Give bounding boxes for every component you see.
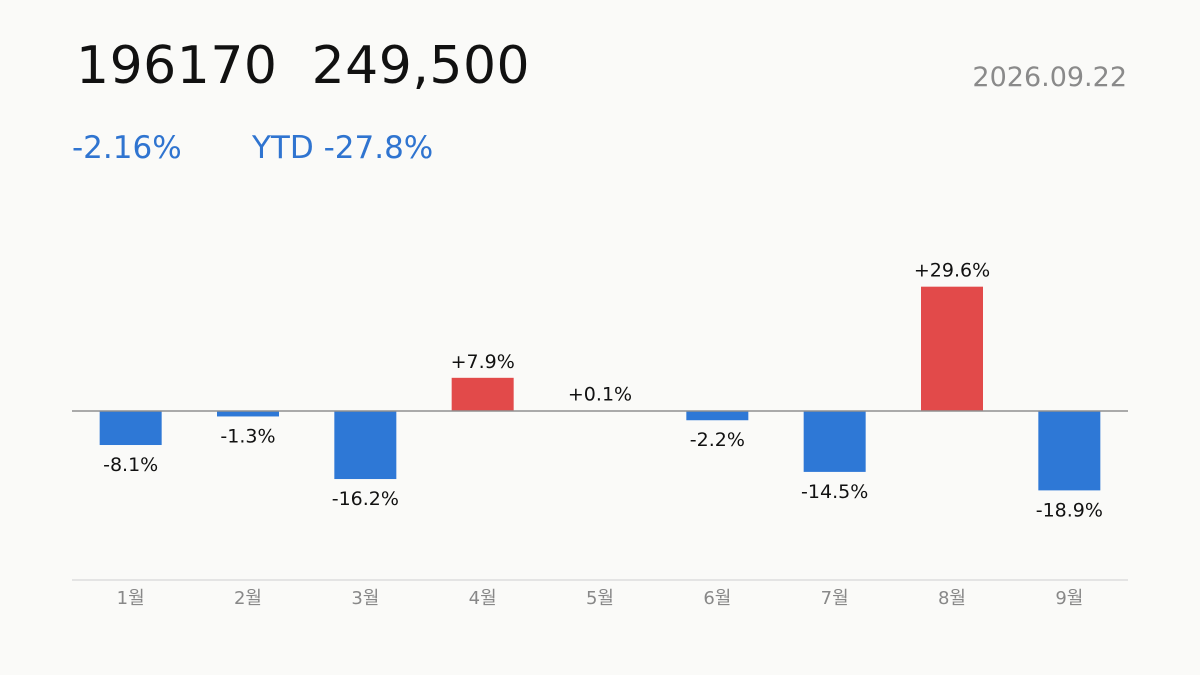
ticker-code: 196170 bbox=[76, 36, 278, 96]
value-label-3: -16.2% bbox=[332, 488, 399, 510]
category-label-5: 5월 bbox=[586, 588, 614, 609]
stock-title: 196170 249,500 bbox=[76, 36, 530, 96]
current-price: 249,500 bbox=[311, 36, 531, 96]
bar-6 bbox=[686, 411, 749, 421]
bar-9 bbox=[1038, 411, 1101, 491]
value-label-6: -2.2% bbox=[690, 429, 745, 451]
bar-3 bbox=[334, 411, 397, 480]
value-label-4: +7.9% bbox=[451, 351, 515, 373]
value-label-2: -1.3% bbox=[220, 425, 275, 447]
bar-7 bbox=[803, 411, 866, 472]
day-change: -2.16% bbox=[72, 130, 182, 166]
category-label-6: 6월 bbox=[703, 588, 731, 609]
value-label-5: +0.1% bbox=[568, 384, 632, 406]
ytd-change: YTD -27.8% bbox=[252, 130, 434, 166]
labels-group: -8.1% 1월 -1.3% 2월 -16.2% 3월 +7.9% 4월 +0.1% 5월 -2.2… bbox=[103, 260, 1103, 609]
category-label-2: 2월 bbox=[234, 588, 262, 609]
bar-8 bbox=[921, 286, 983, 411]
category-label-7: 7월 bbox=[821, 588, 849, 609]
category-label-3: 3월 bbox=[351, 588, 379, 609]
chart-date: 2026.09.22 bbox=[972, 62, 1127, 93]
value-label-9: -18.9% bbox=[1036, 499, 1103, 521]
value-label-1: -8.1% bbox=[103, 454, 158, 476]
value-label-8: +29.6% bbox=[914, 260, 990, 282]
category-label-9: 9월 bbox=[1055, 588, 1083, 609]
bar-4 bbox=[451, 377, 514, 411]
category-label-4: 4월 bbox=[469, 588, 497, 609]
bar-2 bbox=[217, 411, 279, 417]
category-label-8: 8월 bbox=[938, 588, 966, 609]
bar-1 bbox=[99, 411, 162, 446]
value-label-7: -14.5% bbox=[801, 481, 868, 503]
bars-group bbox=[99, 286, 1101, 491]
category-label-1: 1월 bbox=[117, 588, 145, 609]
